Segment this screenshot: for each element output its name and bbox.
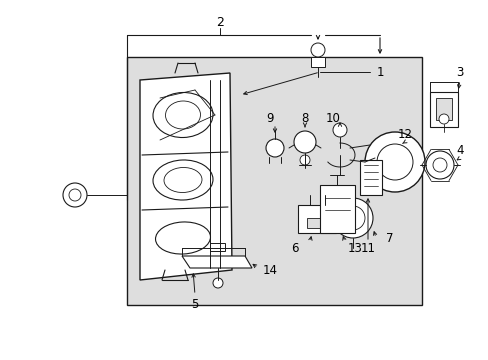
Bar <box>319 185 354 233</box>
Text: 11: 11 <box>360 242 375 255</box>
Circle shape <box>213 278 223 288</box>
Polygon shape <box>140 73 231 280</box>
Text: 14: 14 <box>262 264 277 276</box>
Text: 2: 2 <box>216 15 224 28</box>
Circle shape <box>425 151 453 179</box>
Circle shape <box>332 123 346 137</box>
Bar <box>429 92 457 127</box>
Circle shape <box>376 144 412 180</box>
Ellipse shape <box>155 222 210 254</box>
Bar <box>297 205 335 233</box>
Bar <box>310 57 325 67</box>
Bar <box>359 160 381 195</box>
Text: 10: 10 <box>325 112 340 125</box>
Text: 13: 13 <box>347 242 362 255</box>
Text: 9: 9 <box>265 112 273 125</box>
Polygon shape <box>182 256 251 268</box>
Text: 1: 1 <box>375 66 383 78</box>
Circle shape <box>432 158 446 172</box>
Text: 3: 3 <box>455 66 463 78</box>
Text: 4: 4 <box>455 144 463 157</box>
Ellipse shape <box>153 93 213 138</box>
Circle shape <box>293 131 315 153</box>
Circle shape <box>299 155 309 165</box>
Ellipse shape <box>163 167 202 193</box>
Bar <box>435 98 451 120</box>
Bar <box>306 218 320 228</box>
Text: 6: 6 <box>291 242 298 255</box>
Text: 5: 5 <box>191 298 198 311</box>
Ellipse shape <box>165 101 200 129</box>
Circle shape <box>310 43 325 57</box>
Bar <box>209 243 224 251</box>
Circle shape <box>332 198 372 238</box>
Bar <box>127 57 421 305</box>
Circle shape <box>63 183 87 207</box>
Circle shape <box>364 132 424 192</box>
Ellipse shape <box>153 160 213 200</box>
Circle shape <box>69 189 81 201</box>
Text: 12: 12 <box>397 129 412 141</box>
Circle shape <box>438 114 448 124</box>
Circle shape <box>265 139 284 157</box>
Circle shape <box>340 206 364 230</box>
Text: 7: 7 <box>386 231 393 244</box>
Text: 8: 8 <box>301 112 308 125</box>
